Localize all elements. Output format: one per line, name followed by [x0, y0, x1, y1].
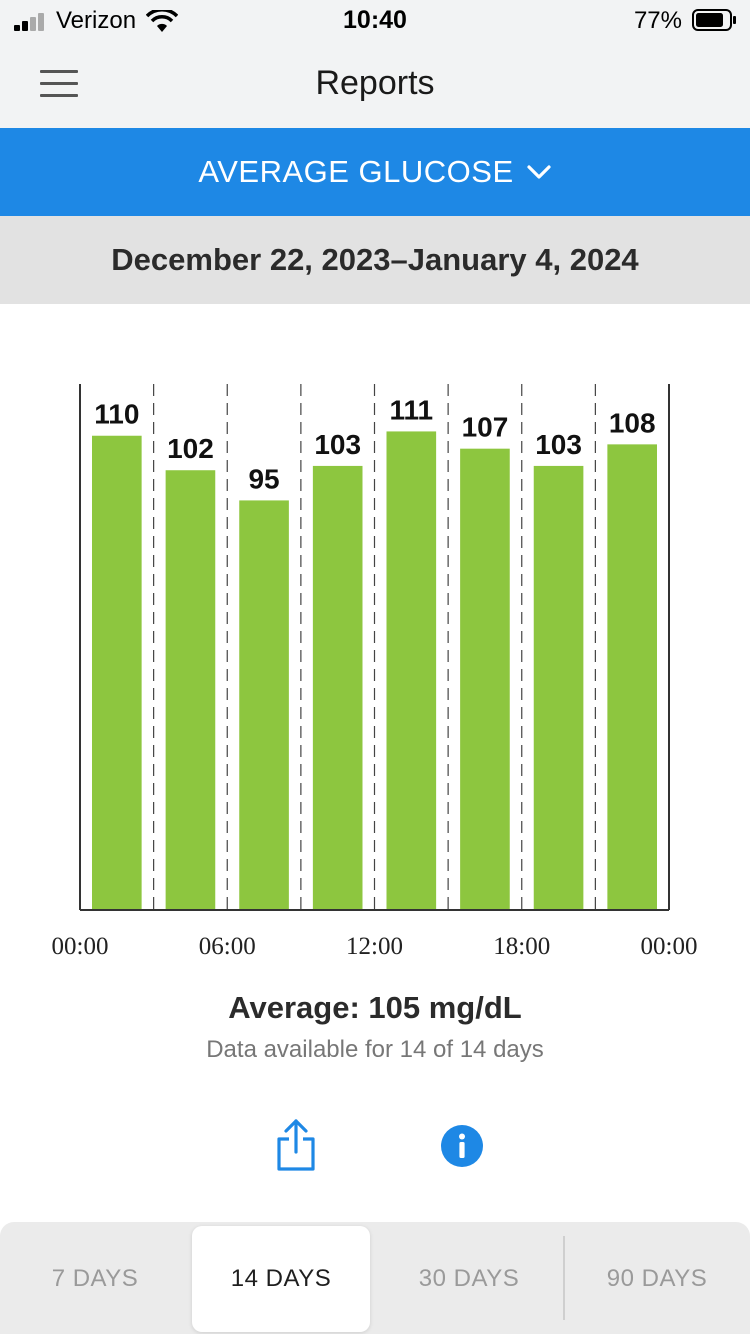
share-icon[interactable] [274, 1118, 318, 1172]
bar-00:00–03:00 [92, 435, 142, 910]
data-availability: Data available for 14 of 14 days [206, 1036, 544, 1063]
period-label: 7 DAYS [51, 1265, 139, 1292]
period-label: 30 DAYS [418, 1265, 520, 1292]
x-tick-label: 00:00 [52, 933, 109, 960]
signal-strength-icon [14, 13, 48, 31]
period-30-days[interactable]: 30 DAYS [376, 1226, 562, 1332]
bar-value-label: 111 [389, 394, 433, 425]
bar-value-label: 95 [248, 463, 279, 494]
nav-bar: Reports [0, 42, 750, 128]
period-selector: 7 DAYS 14 DAYS 30 DAYS 90 DAYS [0, 1222, 750, 1334]
report-type-label: AVERAGE GLUCOSE [198, 154, 514, 189]
bar-value-label: 102 [167, 433, 214, 464]
chevron-down-icon [527, 165, 551, 179]
info-icon[interactable] [440, 1124, 484, 1168]
period-7-days[interactable]: 7 DAYS [4, 1226, 186, 1332]
status-bar: Verizon 10:40 77% [0, 0, 750, 42]
bar-value-label: 103 [535, 429, 582, 460]
battery-icon [692, 9, 736, 31]
period-90-days[interactable]: 90 DAYS [566, 1226, 748, 1332]
bar-value-label: 107 [462, 412, 509, 443]
bar-18:00–21:00 [533, 465, 584, 910]
bar-value-label: 110 [94, 399, 139, 430]
x-tick-label: 00:00 [641, 933, 698, 960]
carrier-label: Verizon [56, 7, 137, 34]
x-tick-label: 06:00 [199, 933, 256, 960]
report-type-dropdown[interactable]: AVERAGE GLUCOSE [0, 128, 750, 216]
average-value: Average: 105 mg/dL [228, 990, 522, 1025]
bar-chart: 110 102 95 103 111 107 103 108 00:00 06:00 12:00 18… [52, 384, 698, 960]
bar-03:00–06:00 [165, 470, 216, 910]
page-title: Reports [315, 64, 435, 102]
period-14-days[interactable]: 14 DAYS [192, 1226, 370, 1332]
date-range: December 22, 2023–January 4, 2024 [0, 216, 750, 304]
bar-21:00–24:00 [607, 444, 657, 910]
x-tick-label: 12:00 [346, 933, 403, 960]
segment-divider [563, 1236, 565, 1320]
clock: 10:40 [343, 6, 407, 34]
x-tick-label: 18:00 [493, 933, 550, 960]
period-label: 14 DAYS [230, 1265, 332, 1292]
wifi-icon [146, 10, 178, 32]
period-label: 90 DAYS [606, 1265, 708, 1292]
bar-value-label: 103 [314, 429, 361, 460]
battery-percentage: 77% [633, 7, 682, 34]
bar-12:00–15:00 [386, 431, 437, 910]
bar-value-label: 108 [609, 407, 656, 438]
bar-09:00–12:00 [312, 465, 363, 910]
hamburger-menu-icon[interactable] [40, 70, 78, 98]
average-glucose-chart: 110 102 95 103 111 107 103 108 00:00 06:00 12:00 18… [0, 304, 750, 984]
bar-15:00–18:00 [460, 448, 510, 910]
bar-06:00–09:00 [239, 500, 289, 910]
